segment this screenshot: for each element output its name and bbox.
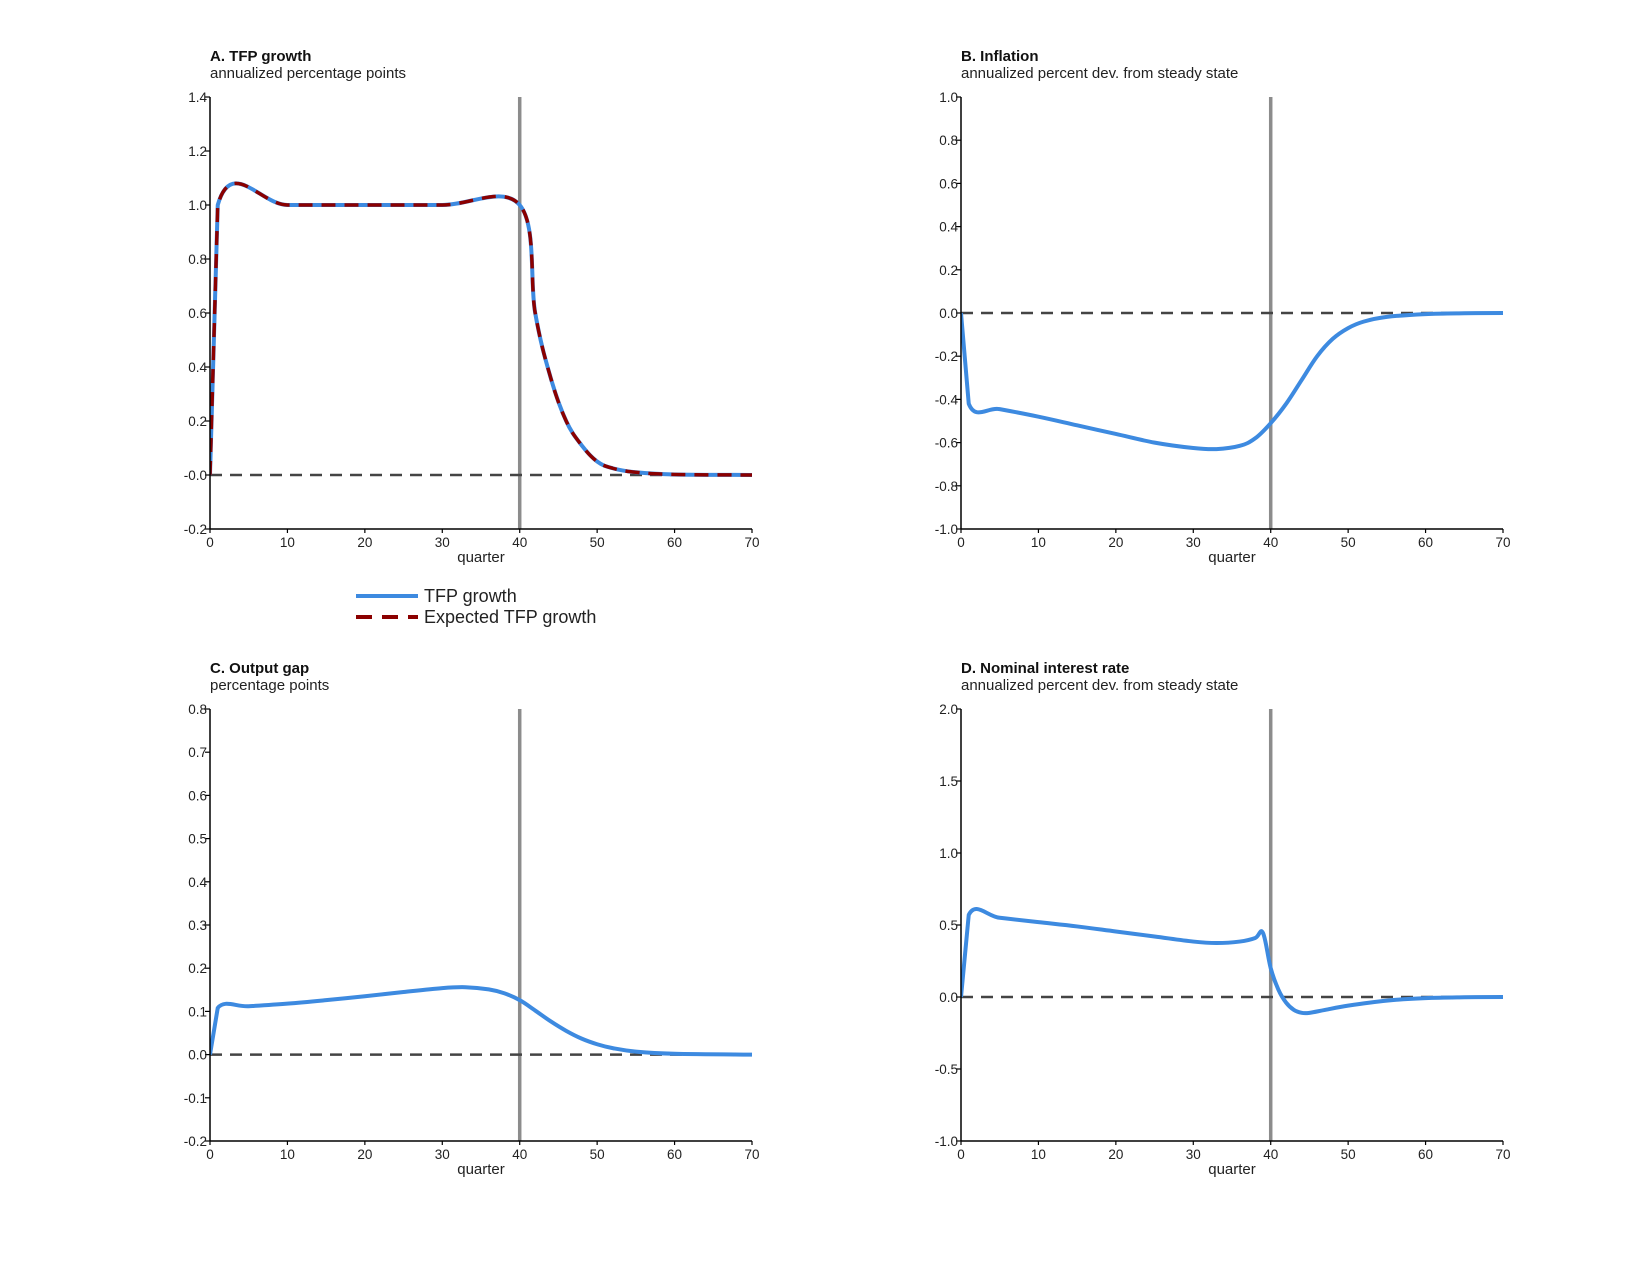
panel-b-y-tick-label: 0.8 bbox=[939, 133, 958, 148]
legend: TFP growth Expected TFP growth bbox=[356, 586, 596, 627]
panel-d-y-tick-label: 0.5 bbox=[939, 918, 958, 933]
panel-d-x-tick-label: 60 bbox=[1418, 1147, 1433, 1162]
panel-a-x-tick-label: 10 bbox=[280, 535, 295, 550]
panel-c-subtitle: percentage points bbox=[210, 677, 329, 694]
panel-c-y-tick-label: -0.1 bbox=[184, 1091, 207, 1106]
panel-c-y-tick-label: 0.0 bbox=[188, 1048, 207, 1063]
panel-c-x-tick-label: 20 bbox=[357, 1147, 372, 1162]
panel-c-x-tick-label: 30 bbox=[435, 1147, 450, 1162]
panel-a-x-tick-label: 60 bbox=[667, 535, 682, 550]
panel-a-series-group bbox=[210, 181, 752, 477]
panel-a-x-tick-label: 0 bbox=[206, 535, 214, 550]
panel-c: C. Output gap percentage points quarter … bbox=[184, 660, 760, 1178]
panel-c-series-group bbox=[210, 985, 752, 1057]
panel-c-y-tick-label: 0.1 bbox=[188, 1004, 207, 1019]
panel-d-y-tick-label: 1.0 bbox=[939, 846, 958, 861]
panel-a-y-tick-label: 0.6 bbox=[188, 306, 207, 321]
panel-b-x-tick-label: 60 bbox=[1418, 535, 1433, 550]
panel-a-y-tick-label: -0.0 bbox=[184, 468, 207, 483]
panel-b-x-tick-label: 20 bbox=[1108, 535, 1123, 550]
panel-c-y-tick-label: 0.6 bbox=[188, 788, 207, 803]
panel-d-series-tfp-line bbox=[961, 907, 1503, 1016]
panel-b-x-tick-label: 50 bbox=[1341, 535, 1356, 550]
panel-d-x-tick-label: 70 bbox=[1495, 1147, 1510, 1162]
panel-a-y-tick-label: 1.0 bbox=[188, 198, 207, 213]
panel-b-x-tick-label: 10 bbox=[1031, 535, 1046, 550]
panel-a-series-expected-line bbox=[210, 181, 752, 477]
panel-b-y-tick-label: -1.0 bbox=[935, 522, 958, 537]
panel-d-x-tick-label: 0 bbox=[957, 1147, 965, 1162]
panel-a-x-tick-label: 30 bbox=[435, 535, 450, 550]
panel-d-x-tick-label: 10 bbox=[1031, 1147, 1046, 1162]
panel-b-xlabel: quarter bbox=[1208, 549, 1256, 566]
panel-c-x-tick-label: 50 bbox=[590, 1147, 605, 1162]
panel-d-x-tick-label: 20 bbox=[1108, 1147, 1123, 1162]
panel-d-y-tick-label: 0.0 bbox=[939, 990, 958, 1005]
panel-b-y-tick-label: -0.6 bbox=[935, 436, 958, 451]
panel-d-x-tick-label: 50 bbox=[1341, 1147, 1356, 1162]
panel-b-x-tick-label: 30 bbox=[1186, 535, 1201, 550]
panel-d-x-tick-label: 40 bbox=[1263, 1147, 1278, 1162]
panel-b: B. Inflation annualized percent dev. fro… bbox=[935, 48, 1511, 566]
panel-d-y-tick-label: 2.0 bbox=[939, 702, 958, 717]
panel-a-y-tick-label: -0.2 bbox=[184, 522, 207, 537]
panel-c-xlabel: quarter bbox=[457, 1161, 505, 1178]
panel-a-subtitle: annualized percentage points bbox=[210, 65, 406, 82]
panel-a-y-tick-label: 0.2 bbox=[188, 414, 207, 429]
panel-b-series-group bbox=[961, 311, 1503, 452]
panel-c-x-tick-label: 0 bbox=[206, 1147, 214, 1162]
panel-a-x-tick-label: 50 bbox=[590, 535, 605, 550]
panel-a-title: A. TFP growth bbox=[210, 48, 311, 65]
panel-b-y-tick-label: 0.4 bbox=[939, 220, 958, 235]
panel-c-x-tick-label: 60 bbox=[667, 1147, 682, 1162]
panel-b-title: B. Inflation bbox=[961, 48, 1039, 65]
panel-c-series-tfp-line bbox=[210, 985, 752, 1057]
panel-c-y-tick-label: 0.7 bbox=[188, 745, 207, 760]
panel-d-y-tick-label: 1.5 bbox=[939, 774, 958, 789]
panel-a-x-tick-label: 40 bbox=[512, 535, 527, 550]
panel-b-x-tick-label: 70 bbox=[1495, 535, 1510, 550]
panel-b-y-tick-label: 1.0 bbox=[939, 90, 958, 105]
panel-d-title: D. Nominal interest rate bbox=[961, 660, 1129, 677]
panel-a-y-tick-label: 1.4 bbox=[188, 90, 207, 105]
panel-d: D. Nominal interest rate annualized perc… bbox=[935, 660, 1511, 1178]
panel-b-subtitle: annualized percent dev. from steady stat… bbox=[961, 65, 1238, 82]
panel-d-xlabel: quarter bbox=[1208, 1161, 1256, 1178]
panel-c-y-tick-label: 0.3 bbox=[188, 918, 207, 933]
panel-d-y-tick-label: -0.5 bbox=[935, 1062, 958, 1077]
panel-c-title: C. Output gap bbox=[210, 660, 309, 677]
panel-c-x-tick-label: 40 bbox=[512, 1147, 527, 1162]
panel-c-y-tick-label: 0.4 bbox=[188, 875, 207, 890]
panel-a-x-tick-label: 70 bbox=[744, 535, 759, 550]
panel-c-y-tick-label: -0.2 bbox=[184, 1134, 207, 1149]
panel-b-y-tick-label: 0.2 bbox=[939, 263, 958, 278]
panel-a-y-tick-label: 0.4 bbox=[188, 360, 207, 375]
panel-b-x-tick-label: 0 bbox=[957, 535, 965, 550]
panel-b-y-tick-label: 0.0 bbox=[939, 306, 958, 321]
panel-d-series-group bbox=[961, 907, 1503, 1016]
panel-b-x-tick-label: 40 bbox=[1263, 535, 1278, 550]
panel-b-y-tick-label: -0.8 bbox=[935, 479, 958, 494]
panel-c-y-tick-label: 0.8 bbox=[188, 702, 207, 717]
panel-a: A. TFP growth annualized percentage poin… bbox=[184, 48, 760, 566]
panel-c-x-tick-label: 10 bbox=[280, 1147, 295, 1162]
panel-a-x-tick-label: 20 bbox=[357, 535, 372, 550]
panel-a-y-tick-label: 1.2 bbox=[188, 144, 207, 159]
panel-d-subtitle: annualized percent dev. from steady stat… bbox=[961, 677, 1238, 694]
panel-d-y-tick-label: -1.0 bbox=[935, 1134, 958, 1149]
panel-d-x-tick-label: 30 bbox=[1186, 1147, 1201, 1162]
panel-a-series-tfp-line bbox=[210, 181, 752, 477]
panel-b-y-tick-label: -0.4 bbox=[935, 392, 959, 407]
panel-c-y-tick-label: 0.2 bbox=[188, 961, 207, 976]
legend-label-expected: Expected TFP growth bbox=[424, 607, 596, 627]
panel-b-y-tick-label: -0.2 bbox=[935, 349, 958, 364]
legend-label-tfp: TFP growth bbox=[424, 586, 517, 606]
panel-a-xlabel: quarter bbox=[457, 549, 505, 566]
panel-a-y-tick-label: 0.8 bbox=[188, 252, 207, 267]
panel-b-series-tfp-line bbox=[961, 311, 1503, 452]
panel-b-y-tick-label: 0.6 bbox=[939, 176, 958, 191]
panel-c-x-tick-label: 70 bbox=[744, 1147, 759, 1162]
panel-c-y-tick-label: 0.5 bbox=[188, 832, 207, 847]
